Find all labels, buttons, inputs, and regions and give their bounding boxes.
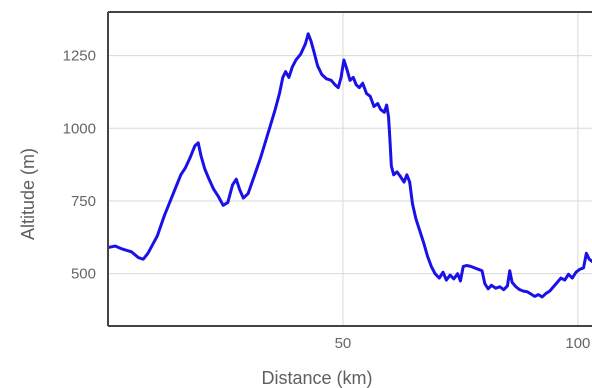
grid-lines: [108, 12, 592, 326]
x-tick-label: 50: [335, 335, 352, 352]
y-tick-label: 500: [71, 266, 96, 283]
y-tick-label: 1250: [63, 48, 96, 65]
x-tick-label: 100: [565, 335, 590, 352]
y-tick-label: 1000: [63, 120, 96, 137]
y-ticks: 500 750 1000 1250: [63, 48, 96, 283]
altitude-series-line: [108, 32, 592, 299]
x-axis-label: Distance (km): [261, 368, 372, 388]
plot-area: [108, 32, 592, 299]
y-axis-label: Altitude (m): [18, 148, 38, 240]
y-tick-label: 750: [71, 193, 96, 210]
x-ticks: 50 100: [335, 335, 591, 352]
